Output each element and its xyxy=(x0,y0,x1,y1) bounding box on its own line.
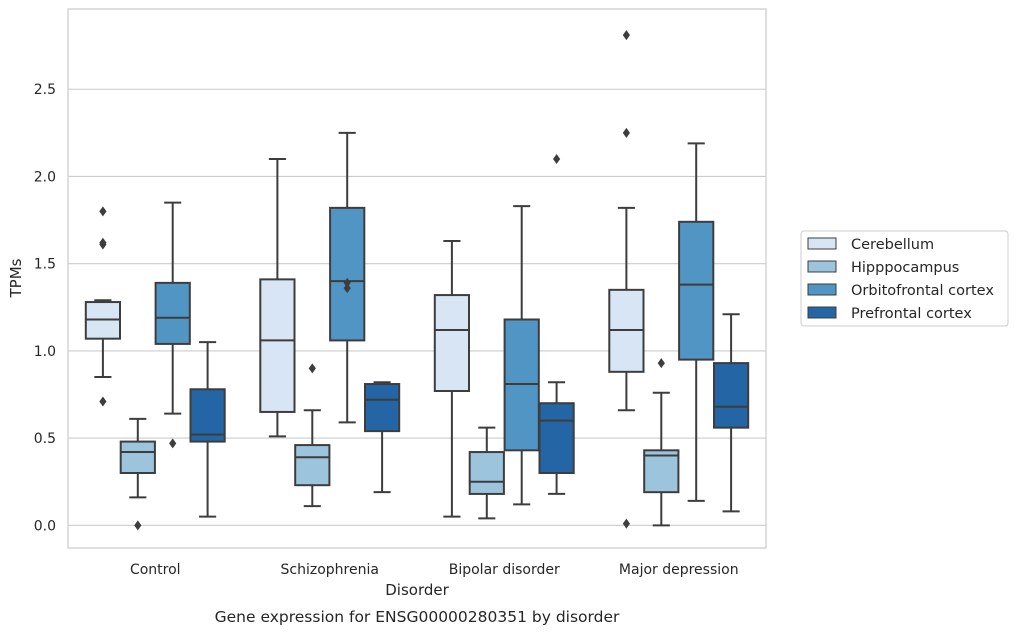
outlier-point xyxy=(99,239,107,250)
box-iqr xyxy=(154,281,191,345)
x-tick-label: Control xyxy=(130,562,181,578)
y-tick-label: 1.5 xyxy=(34,257,56,273)
box-iqr xyxy=(538,402,575,474)
box-cerebellum xyxy=(608,30,645,529)
y-tick-labels: 0.0 0.5 1.0 1.5 2.0 2.5 xyxy=(34,82,56,534)
legend-swatch xyxy=(807,283,837,296)
legend-swatch xyxy=(807,260,837,273)
box-hipppocampus xyxy=(468,426,505,520)
box-iqr xyxy=(678,220,715,361)
outlier-point xyxy=(134,520,142,531)
outlier-point xyxy=(169,438,177,449)
legend-frame xyxy=(800,230,1009,327)
legend: Cerebellum Hipppocampus Orbitofrontal cort… xyxy=(800,230,1009,327)
box-cerebellum xyxy=(433,239,471,518)
box-iqr xyxy=(643,449,680,494)
gridlines xyxy=(68,88,766,526)
legend-swatch xyxy=(807,306,837,319)
x-tick-label: Major depression xyxy=(619,562,739,578)
box-iqr xyxy=(363,383,401,433)
box-prefrontal-cortex xyxy=(712,313,750,513)
box-cerebellum xyxy=(259,158,296,438)
box-orbitofrontal-cortex xyxy=(678,142,715,502)
box-iqr xyxy=(329,206,366,342)
outlier-point xyxy=(343,283,351,294)
x-tick-label: Schizophrenia xyxy=(281,562,379,578)
box-plots xyxy=(84,30,750,531)
x-tick-label: Bipolar disorder xyxy=(449,562,560,578)
outlier-point xyxy=(99,206,107,217)
outlier-point xyxy=(343,277,351,288)
outlier-point xyxy=(622,127,630,138)
box-hipppocampus xyxy=(643,358,680,527)
outlier-point xyxy=(553,154,561,165)
y-tick-label: 0.5 xyxy=(34,431,56,447)
chart-title: Gene expression for ENSG00000280351 by d… xyxy=(215,608,620,626)
plot-area-frame xyxy=(67,8,767,549)
y-tick-label: 2.5 xyxy=(34,82,56,98)
box-iqr xyxy=(119,440,156,474)
y-tick-label: 2.0 xyxy=(34,169,56,185)
box-iqr xyxy=(433,294,471,393)
box-prefrontal-cortex xyxy=(363,381,401,494)
legend-label: Hipppocampus xyxy=(851,260,959,276)
outlier-point xyxy=(622,30,630,41)
box-orbitofrontal-cortex xyxy=(329,131,366,424)
outlier-point xyxy=(622,518,630,529)
box-iqr xyxy=(468,451,505,495)
outlier-point xyxy=(657,358,665,369)
x-axis-label: Disorder xyxy=(385,581,449,599)
y-tick-label: 1.0 xyxy=(34,344,56,360)
y-axis-label: TPMs xyxy=(7,258,25,298)
y-tick-label: 0.0 xyxy=(34,518,56,534)
box-cerebellum xyxy=(84,206,122,407)
box-prefrontal-cortex xyxy=(538,154,575,495)
legend-label: Prefrontal cortex xyxy=(851,306,972,322)
outlier-point xyxy=(308,363,316,374)
legend-label: Orbitofrontal cortex xyxy=(851,283,994,299)
box-orbitofrontal-cortex xyxy=(503,205,540,506)
outlier-point xyxy=(99,396,107,407)
box-orbitofrontal-cortex xyxy=(154,201,191,449)
box-hipppocampus xyxy=(294,363,331,508)
box-iqr xyxy=(259,278,296,413)
box-iqr xyxy=(712,362,750,429)
box-iqr xyxy=(189,388,226,443)
legend-swatch xyxy=(807,237,837,250)
box-prefrontal-cortex xyxy=(189,341,226,518)
legend-label: Cerebellum xyxy=(851,237,934,253)
x-tick-labels: Control Schizophrenia Bipolar disorder Majo… xyxy=(130,562,739,578)
box-hipppocampus xyxy=(119,417,156,531)
box-iqr xyxy=(294,444,331,487)
